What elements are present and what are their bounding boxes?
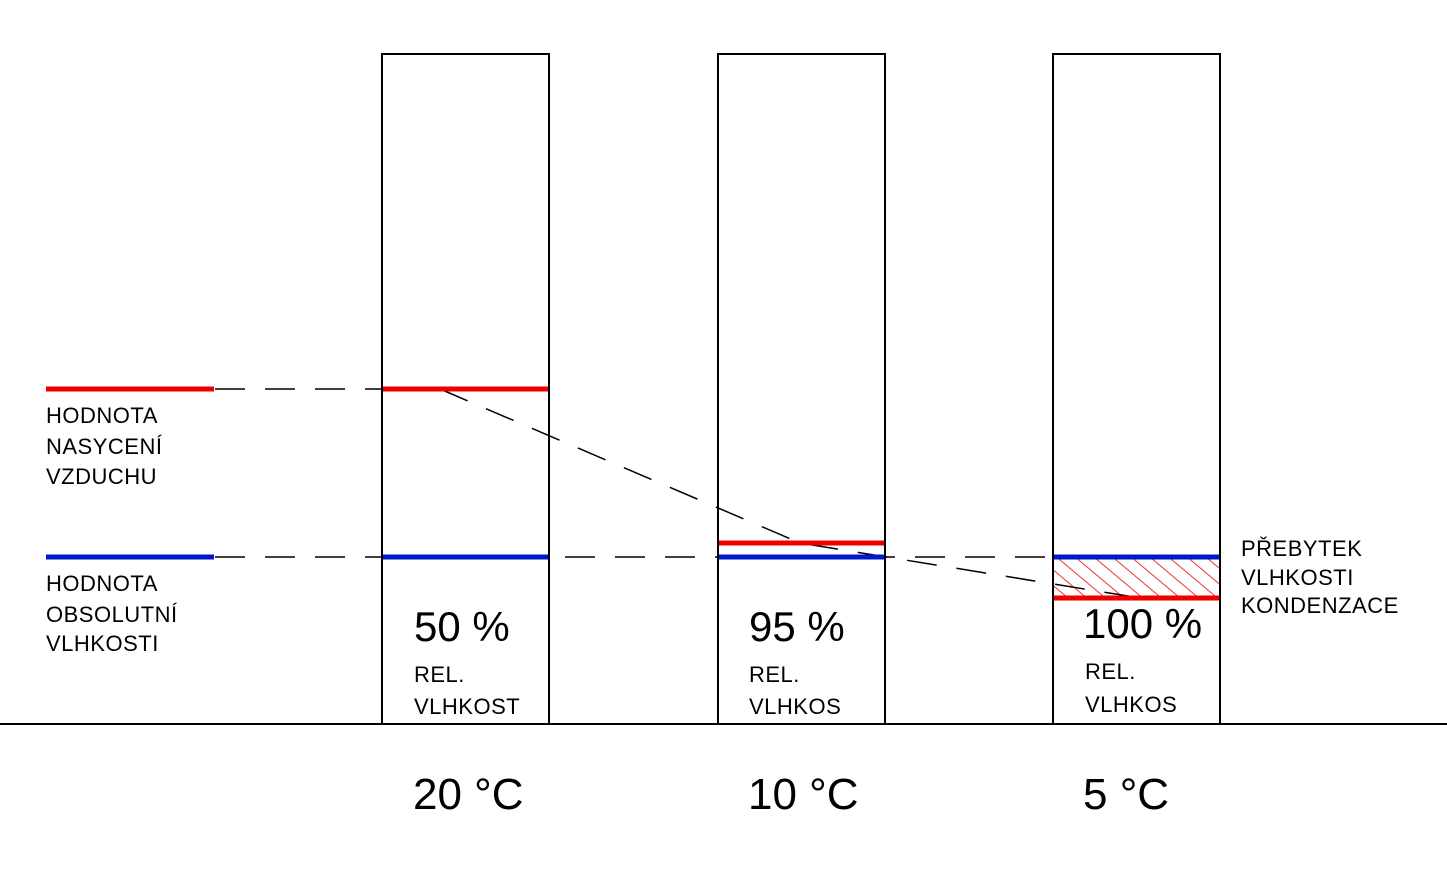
col3-label-1: REL. xyxy=(1085,659,1136,684)
col2-humidity: 95 % xyxy=(749,603,845,650)
condensation-hatch xyxy=(1054,558,1219,598)
excess-note-3: KONDENZACE xyxy=(1241,593,1399,618)
col2-temperature: 10 °C xyxy=(748,770,859,819)
legend-absolute-text-3: VLHKOSTI xyxy=(46,631,159,656)
col3-label-2: VLHKOS xyxy=(1085,692,1177,717)
legend-saturation-text-2: NASYCENÍ xyxy=(46,434,163,459)
col2-label-2: VLHKOS xyxy=(749,694,841,719)
column-box-3 xyxy=(1052,53,1221,725)
col2-label-1: REL. xyxy=(749,662,800,687)
col1-humidity: 50 % xyxy=(414,603,510,650)
col3-temperature: 5 °C xyxy=(1083,770,1169,819)
legend-saturation-text-3: VZDUCHU xyxy=(46,464,157,489)
saturation-curve xyxy=(439,388,1141,599)
col3-humidity: 100 % xyxy=(1083,600,1202,647)
legend-absolute-text-2: OBSOLUTNÍ xyxy=(46,602,178,627)
col1-label-1: REL. xyxy=(414,662,465,687)
column-box-2 xyxy=(717,53,886,725)
legend-absolute-text-1: HODNOTA xyxy=(46,571,158,596)
col1-label-2: VLHKOST xyxy=(414,694,520,719)
excess-note-1: PŘEBYTEK xyxy=(1241,536,1362,561)
excess-note-2: VLHKOSTI xyxy=(1241,565,1354,590)
legend-saturation-text-1: HODNOTA xyxy=(46,403,158,428)
dashed-guides xyxy=(215,388,1141,599)
col1-temperature: 20 °C xyxy=(413,770,524,819)
